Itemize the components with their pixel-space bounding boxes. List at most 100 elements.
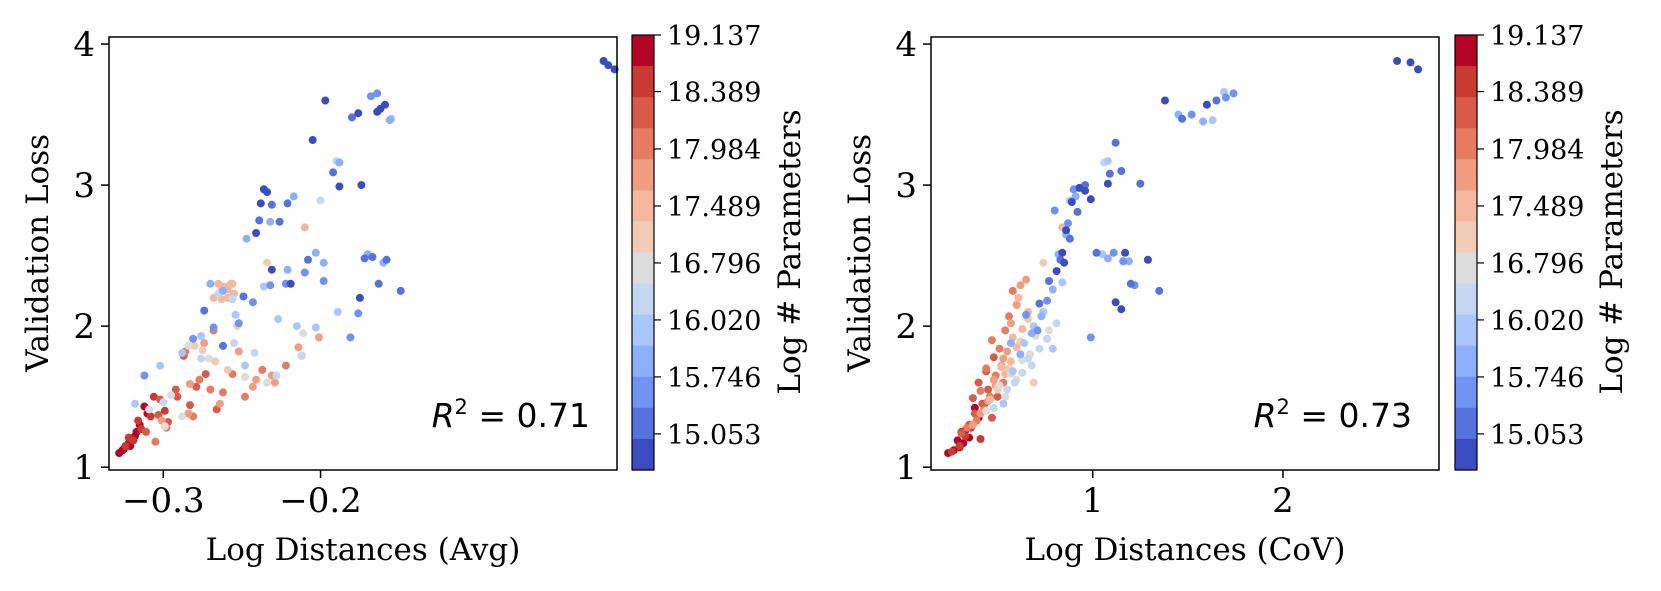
data-point	[1006, 339, 1015, 348]
data-point	[209, 323, 218, 332]
data-point	[346, 333, 355, 342]
data-point	[1202, 100, 1211, 109]
data-point	[289, 192, 298, 201]
data-point	[1155, 286, 1164, 295]
colorbar-band	[632, 190, 654, 223]
data-point	[957, 429, 966, 438]
data-point	[1086, 333, 1095, 342]
data-point	[167, 391, 176, 400]
data-point	[219, 388, 227, 397]
data-point	[186, 401, 194, 410]
data-point	[241, 361, 249, 370]
y-tick-label: 2	[73, 307, 95, 347]
colorbar-band	[1455, 376, 1477, 409]
data-point	[989, 353, 998, 362]
data-point	[215, 399, 224, 408]
data-point	[947, 447, 956, 456]
data-point	[228, 279, 237, 288]
data-point	[242, 234, 251, 243]
data-point	[173, 392, 182, 401]
data-point	[1058, 278, 1067, 287]
data-point	[1022, 275, 1031, 284]
data-point	[357, 181, 366, 190]
data-point	[335, 182, 344, 191]
data-point	[1010, 378, 1019, 387]
data-point	[281, 361, 290, 370]
data-point	[1103, 254, 1112, 263]
colorbar-band	[632, 159, 654, 191]
data-point	[184, 341, 193, 350]
data-point	[385, 116, 394, 125]
data-point	[297, 351, 306, 360]
y-axis-ticks: 1 2 3 4	[73, 25, 109, 488]
data-point	[241, 372, 249, 381]
data-point	[267, 200, 276, 209]
data-point	[1024, 354, 1032, 363]
data-point	[1103, 157, 1112, 166]
colorbar-band	[632, 376, 654, 409]
colorbar-band	[1455, 407, 1477, 440]
data-point	[266, 217, 275, 226]
data-point	[1037, 312, 1046, 321]
scatter-points	[944, 57, 1423, 458]
data-point	[1414, 65, 1423, 74]
data-point	[982, 364, 991, 373]
data-point	[997, 363, 1006, 371]
colorbar-band	[1455, 35, 1477, 67]
data-point	[333, 308, 342, 316]
data-point	[1014, 293, 1023, 302]
data-point	[200, 306, 209, 315]
data-point	[1022, 310, 1031, 319]
colorbar-band	[632, 66, 654, 98]
data-point	[1052, 267, 1061, 276]
data-point	[134, 416, 143, 425]
colorbar-band	[632, 314, 654, 347]
data-point	[999, 399, 1008, 408]
data-point	[986, 395, 994, 404]
data-point	[121, 442, 130, 450]
plot-frame	[930, 36, 1440, 471]
colorbar-frame	[1454, 34, 1478, 471]
data-point	[204, 354, 213, 363]
data-point	[142, 427, 150, 436]
data-point	[1008, 367, 1017, 376]
data-point	[234, 319, 243, 328]
data-point	[1001, 370, 1010, 379]
data-point	[987, 336, 996, 345]
colorbar-tick-label: 16.796	[667, 249, 761, 280]
colorbar-tick-label: 17.984	[1490, 135, 1584, 166]
data-point	[195, 375, 204, 384]
data-point	[374, 279, 383, 288]
colorbar-band	[632, 252, 654, 285]
data-point	[315, 333, 323, 342]
data-point	[1003, 347, 1012, 356]
colorbar-tick-label: 15.746	[1490, 363, 1584, 394]
data-point	[381, 100, 389, 109]
data-point	[1035, 299, 1044, 308]
data-point	[266, 281, 275, 290]
data-point	[993, 392, 1002, 401]
data-point	[1208, 116, 1217, 125]
data-point	[252, 375, 261, 384]
data-point	[156, 361, 165, 370]
colorbar-bands	[632, 35, 654, 471]
data-point	[178, 412, 187, 421]
data-point	[159, 398, 168, 407]
data-point	[1161, 96, 1169, 105]
colorbar-bands	[1455, 35, 1477, 471]
colorbar-tick-label: 15.053	[667, 420, 761, 451]
data-point	[1187, 110, 1196, 119]
colorbar-ticks: 19.137 18.389 17.984 17.489 16.796 16.020 15.7…	[654, 21, 761, 451]
data-point	[189, 334, 198, 343]
data-point	[1012, 301, 1021, 309]
data-point	[1033, 326, 1042, 335]
data-point	[160, 406, 169, 415]
data-point	[131, 399, 139, 408]
colorbar-tick-label: 15.053	[1490, 420, 1584, 451]
data-point	[989, 403, 998, 412]
data-point	[1212, 96, 1221, 105]
data-point	[201, 370, 210, 379]
data-point	[160, 422, 169, 431]
data-point	[250, 348, 259, 357]
data-point	[366, 92, 375, 101]
